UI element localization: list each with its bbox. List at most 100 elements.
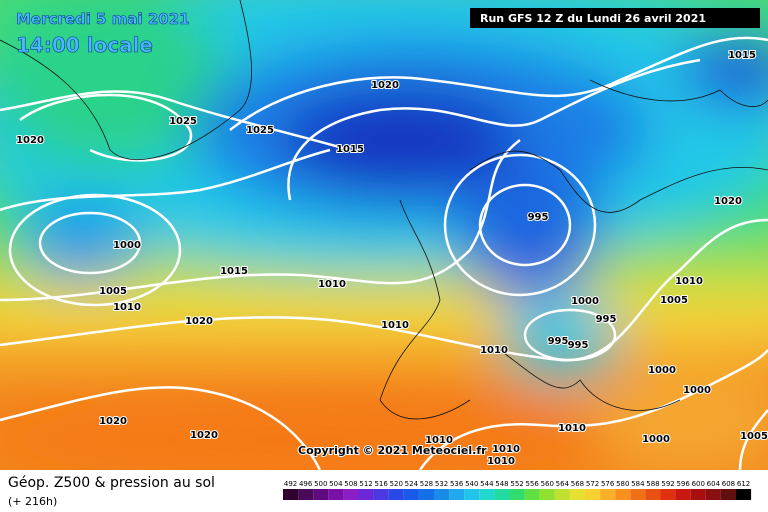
isobar-label: 1010 xyxy=(675,276,703,287)
isobar-label: 1010 xyxy=(425,435,453,446)
legend-swatch xyxy=(645,489,661,500)
legend-label: 580 xyxy=(616,480,629,488)
legend-label: 588 xyxy=(646,480,659,488)
legend-swatch xyxy=(690,489,706,500)
legend-swatch xyxy=(720,489,736,500)
isobar-label: 1005 xyxy=(660,295,688,306)
legend-label: 532 xyxy=(435,480,448,488)
footer-title: Géop. Z500 & pression au sol xyxy=(8,475,215,491)
isobar-label: 1020 xyxy=(185,316,213,327)
legend-label: 600 xyxy=(692,480,705,488)
legend-label: 528 xyxy=(420,480,433,488)
legend-swatch xyxy=(705,489,721,500)
legend-swatch xyxy=(313,489,329,500)
isobar-label: 1015 xyxy=(336,144,364,155)
isobar-label: 995 xyxy=(528,212,549,223)
legend-swatch xyxy=(479,489,495,500)
legend-label: 592 xyxy=(661,480,674,488)
isobar-label: 995 xyxy=(548,336,569,347)
legend-swatch xyxy=(660,489,676,500)
isobar-label: 1020 xyxy=(99,416,127,427)
legend-swatch xyxy=(509,489,525,500)
legend-label: 548 xyxy=(495,480,508,488)
legend-label: 596 xyxy=(676,480,690,488)
legend-swatch xyxy=(388,489,404,500)
legend-label: 492 xyxy=(284,480,297,488)
legend-label: 536 xyxy=(450,480,464,488)
legend-swatch xyxy=(449,489,465,500)
legend-label: 524 xyxy=(405,480,419,488)
legend-label: 540 xyxy=(465,480,478,488)
legend-swatch xyxy=(343,489,359,500)
isobar-label: 1000 xyxy=(113,240,141,251)
legend-swatch xyxy=(403,489,419,500)
isobar-label: 1025 xyxy=(246,125,274,136)
isobar-label: 1020 xyxy=(714,196,742,207)
legend-swatch xyxy=(494,489,510,500)
isobars xyxy=(0,36,768,470)
isobar-label: 1020 xyxy=(16,135,44,146)
isobar-label: 1010 xyxy=(113,302,141,313)
footer-lead: (+ 216h) xyxy=(8,495,57,508)
legend-swatch xyxy=(600,489,616,500)
field: 1015 1020 1025 1025 1020 1015 1020 995 1000 1015 1… xyxy=(0,0,768,470)
isobar-label: 995 xyxy=(568,340,589,351)
isobar-label: 1020 xyxy=(190,430,218,441)
isobar-label: 1005 xyxy=(740,431,768,442)
isobar-label: 1010 xyxy=(480,345,508,356)
legend-swatch xyxy=(675,489,691,500)
legend-swatch xyxy=(569,489,585,500)
legend-label: 564 xyxy=(556,480,570,488)
legend-swatch xyxy=(418,489,434,500)
legend-label: 508 xyxy=(344,480,357,488)
isobar-label: 1020 xyxy=(371,80,399,91)
legend-swatch xyxy=(434,489,450,500)
run: Run GFS 12 Z du Lundi 26 avril 2021 xyxy=(480,12,706,25)
legend-label: 556 xyxy=(525,480,539,488)
legend-swatch xyxy=(585,489,601,500)
legend-swatch xyxy=(615,489,631,500)
local-time: 14:00 locale xyxy=(16,33,153,57)
legend-label: 552 xyxy=(510,480,523,488)
isobar-label: 1015 xyxy=(220,266,248,277)
isobar-label: 1010 xyxy=(381,320,409,331)
legend-swatch xyxy=(736,489,752,500)
legend-label: 544 xyxy=(480,480,494,488)
legend-swatch xyxy=(630,489,646,500)
legend-swatch xyxy=(524,489,540,500)
legend-label: 572 xyxy=(586,480,599,488)
copyright: Copyright © 2021 Meteociel.fr xyxy=(298,444,487,457)
legend-label: 520 xyxy=(390,480,403,488)
legend-swatch xyxy=(539,489,555,500)
isobar-label: 995 xyxy=(596,314,617,325)
legend-swatch xyxy=(328,489,344,500)
legend-label: 512 xyxy=(359,480,372,488)
isobar-label: 1010 xyxy=(487,456,515,467)
date: Mercredi 5 mai 2021 xyxy=(16,10,190,28)
legend-swatch xyxy=(554,489,570,500)
legend-label: 568 xyxy=(571,480,584,488)
legend-label: 608 xyxy=(722,480,735,488)
legend-swatch xyxy=(283,489,299,500)
legend-label: 496 xyxy=(299,480,313,488)
legend-label: 604 xyxy=(707,480,721,488)
legend-label: 516 xyxy=(374,480,388,488)
legend-label: 500 xyxy=(314,480,327,488)
isobar-label: 1010 xyxy=(492,444,520,455)
isobar-label: 1025 xyxy=(169,116,197,127)
isobar-label: 1000 xyxy=(642,434,670,445)
coastlines xyxy=(0,0,768,420)
legend-label: 576 xyxy=(601,480,615,488)
legend-swatch xyxy=(373,489,389,500)
legend: 492 496 500 504 508 512 516 520 524 528 532 536 540 5… xyxy=(283,480,752,500)
isobar-label: 1000 xyxy=(683,385,711,396)
legend-label: 584 xyxy=(631,480,645,488)
isobar-label: 1005 xyxy=(99,286,127,297)
isobar-label: 1000 xyxy=(571,296,599,307)
legend-label: 504 xyxy=(329,480,343,488)
legend-swatch xyxy=(464,489,480,500)
legend-swatch xyxy=(358,489,374,500)
run-box xyxy=(470,8,760,28)
